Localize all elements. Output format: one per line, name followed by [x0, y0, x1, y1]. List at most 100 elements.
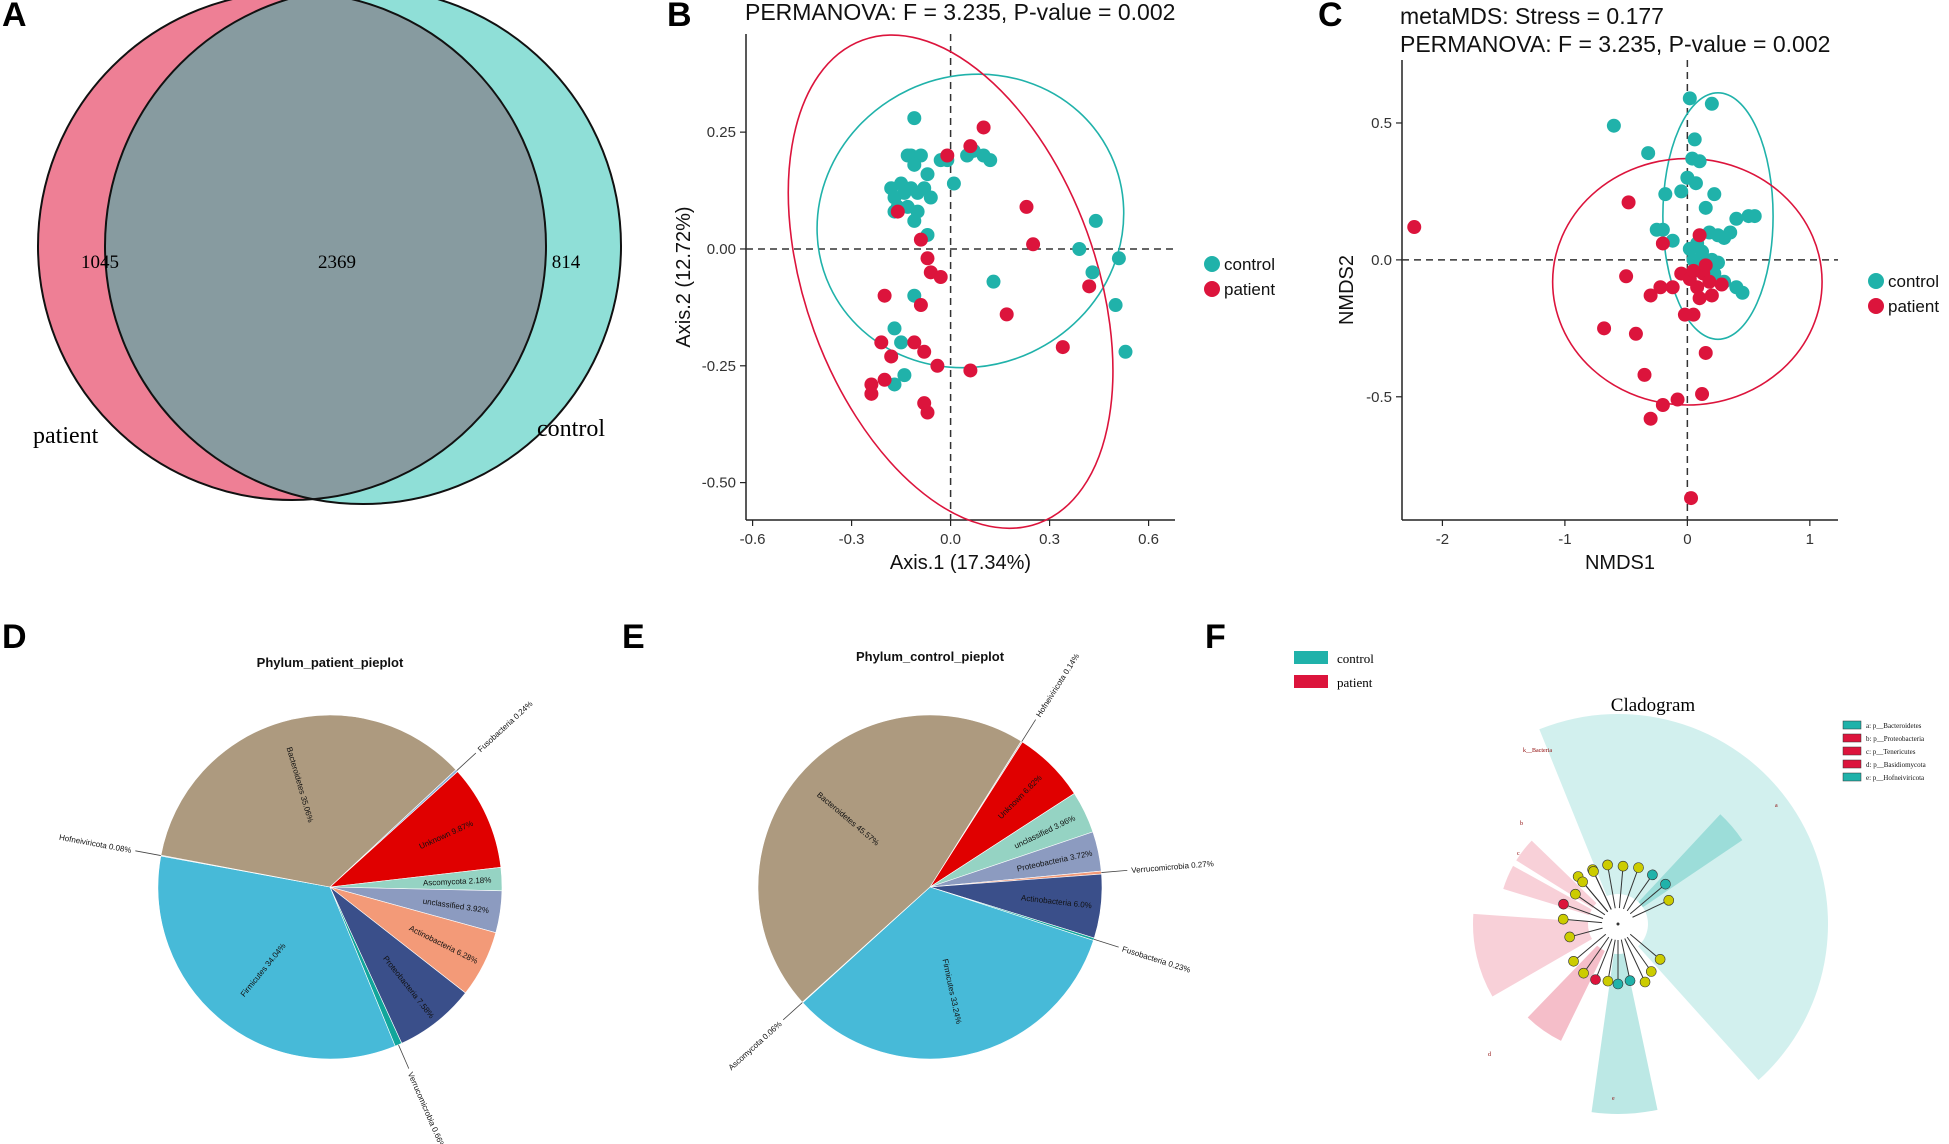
clade-branch — [1618, 866, 1624, 909]
clade-node — [1647, 869, 1658, 881]
point-patient — [1643, 411, 1658, 426]
pie-leader-line — [456, 752, 477, 771]
x-tick-label: 0.3 — [1039, 531, 1060, 548]
clade-legend-swatch — [1842, 720, 1862, 730]
clade-legend-label: c: p__Tenericutes — [1866, 748, 1916, 756]
pie-leader-line — [1021, 719, 1036, 742]
clade-sector-control-lower — [1591, 953, 1658, 1114]
point-patient — [1677, 307, 1692, 322]
clade-label: d — [1488, 1052, 1491, 1058]
pie-slice — [757, 714, 1022, 1003]
clade-branch — [1620, 939, 1631, 981]
clade-root — [1616, 922, 1620, 926]
venn-patient-label: patient — [33, 423, 99, 449]
point-patient — [1695, 387, 1710, 402]
point-control — [1687, 132, 1702, 147]
clade-node — [1578, 967, 1589, 979]
clade-label: e — [1612, 1096, 1615, 1102]
clade-node — [1633, 862, 1644, 873]
point-control — [1729, 211, 1744, 226]
venn-control-label: control — [537, 416, 605, 442]
point-patient — [884, 349, 899, 364]
point-control — [1704, 96, 1719, 111]
point-patient — [1670, 392, 1685, 407]
y-tick-label: 0.5 — [1371, 115, 1392, 132]
control-pie-chart: E Phylum_control_pieplot Hofneiviricota 0… — [622, 618, 1214, 1072]
point-patient — [1655, 398, 1670, 412]
clade-node — [1663, 895, 1675, 906]
point-patient — [1407, 220, 1422, 235]
point-patient — [1619, 269, 1634, 284]
point-control — [1707, 187, 1722, 202]
clade-node — [1557, 913, 1569, 925]
clade-branch — [1563, 903, 1604, 919]
clade-legend: a: p__Bacteroidetes b: p__Proteobacteriac… — [1842, 720, 1927, 782]
clade-node — [1588, 866, 1599, 877]
clade-branch — [1583, 936, 1610, 974]
panel-label-b: B — [667, 0, 692, 34]
plot-title: PERMANOVA: F = 3.235, P-value = 0.002 — [745, 0, 1175, 25]
legend-label-control: control — [1888, 272, 1939, 291]
clade-node — [1564, 931, 1576, 943]
clade-legend-label: b: p__Proteobacteria — [1866, 735, 1925, 743]
point-control — [1606, 118, 1621, 133]
venn-overlap-region — [105, 0, 546, 500]
point-patient — [999, 307, 1014, 322]
pie-slice-label: Ascomycota 2.18% — [423, 876, 492, 888]
point-patient — [1714, 277, 1729, 292]
clade-label: k__Bacteria — [1523, 748, 1552, 754]
point-patient — [930, 358, 945, 373]
point-control — [1710, 255, 1725, 270]
point-control — [1692, 154, 1707, 169]
point-patient — [1692, 228, 1707, 243]
x-tick-label: 0.0 — [940, 531, 961, 548]
point-patient — [1704, 288, 1719, 303]
clade-branch — [1629, 883, 1666, 915]
clade-branch — [1582, 881, 1609, 913]
clade-sector-bacteroidetes — [1539, 714, 1829, 1081]
legend-label-patient: patient — [1888, 297, 1939, 316]
point-patient — [940, 148, 955, 163]
point-patient — [1643, 288, 1658, 303]
y-axis-label: Axis.2 (12.72%) — [673, 206, 695, 347]
point-control — [897, 368, 912, 383]
clade-legend-label: e: p__Hofneiviricota — [1866, 774, 1925, 782]
point-patient — [976, 120, 991, 135]
legend-label-patient: patient — [1337, 675, 1373, 690]
pie-leader-line — [1101, 869, 1128, 873]
point-patient — [864, 386, 879, 401]
point-control — [983, 153, 998, 168]
point-patient — [1698, 345, 1713, 360]
pie-slice-label: Verrucomicrobia 0.66% — [406, 1071, 447, 1144]
pie-title: Phylum_patient_pieplot — [257, 655, 404, 670]
panel-label-c: C — [1318, 0, 1343, 34]
clade-node — [1612, 978, 1624, 990]
point-control — [1686, 252, 1701, 267]
point-control — [1729, 280, 1744, 295]
clade-branch — [1607, 939, 1616, 982]
clade-node — [1645, 966, 1657, 977]
pie-leader-line — [398, 1044, 410, 1069]
clade-node — [1639, 976, 1651, 988]
pie-slice — [160, 714, 457, 888]
point-control — [1111, 251, 1126, 266]
x-tick-label: -2 — [1436, 531, 1449, 548]
clade-branch — [1607, 864, 1616, 909]
x-tick-label: 1 — [1806, 531, 1814, 548]
point-control — [946, 176, 961, 191]
clade-node — [1660, 878, 1671, 890]
clade-node — [1602, 859, 1613, 871]
point-patient — [913, 232, 928, 247]
clade-sector-proteobacteria — [1473, 913, 1593, 997]
legend-marker-control — [1204, 256, 1220, 272]
clade-node — [1624, 975, 1636, 987]
plot-title: PERMANOVA: F = 3.235, P-value = 0.002 — [1400, 31, 1830, 57]
point-patient — [920, 251, 935, 266]
point-patient — [1692, 291, 1707, 306]
pie-title: Phylum_control_pieplot — [856, 649, 1005, 664]
pie-slice-label: Fusobacteria 0.23% — [1121, 945, 1192, 975]
point-patient — [1082, 279, 1097, 294]
clade-legend-label: a: p__Bacteroidetes — [1866, 722, 1922, 730]
point-control — [986, 274, 1001, 289]
x-tick-label: -0.6 — [740, 531, 766, 548]
